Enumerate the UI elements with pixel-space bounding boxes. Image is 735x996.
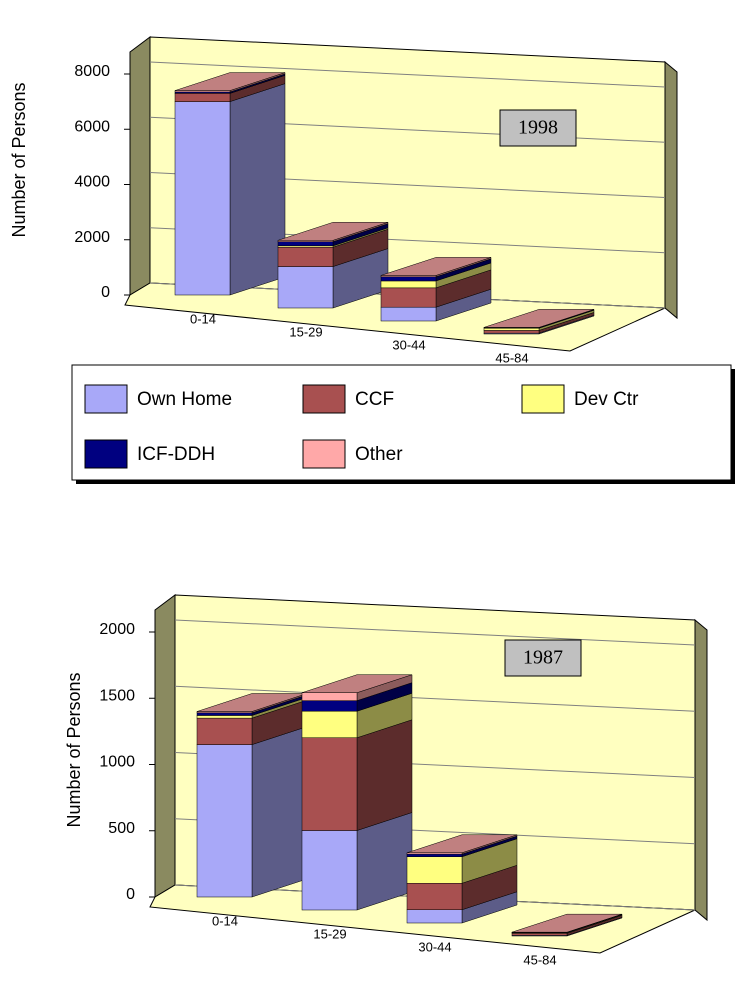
side-wall [129,36,151,296]
bar-top [406,834,518,854]
bar-front [301,737,358,831]
bar-segment [483,309,595,328]
side-wall [154,594,176,898]
legend [71,364,732,481]
legend-label: ICF-DDH [137,444,215,465]
bar-front [406,856,463,884]
bar-front [483,330,540,334]
right-wall [694,618,708,922]
bar-side [229,83,286,296]
y-tick-label: 1000 [99,754,135,771]
bar-segment [277,221,389,243]
bar-front [380,276,437,282]
legend-label: Other [355,444,403,465]
x-tick-label: 0-14 [190,311,216,326]
bar-segment [301,674,413,701]
bar-front [483,327,540,331]
bar-top [174,72,286,91]
bar-segment [406,864,518,911]
bar-segment [196,693,308,714]
bar-top [380,257,492,276]
bar-segment [406,834,518,855]
legend-label: CCF [355,389,394,410]
bar-front [174,93,231,102]
bar-front [380,306,437,322]
bar-segment [301,812,413,911]
y-tick-label: 0 [101,284,110,301]
y-tick-label: 2000 [74,229,110,246]
x-tick-label: 45-84 [495,350,528,365]
bar-segment [277,228,389,267]
bar-top [483,309,595,328]
legend-swatch [302,384,346,414]
bar-front [277,241,334,247]
legend-swatch [84,439,128,469]
bar-front [196,744,253,898]
grid-line [149,61,666,88]
y-axis-label: Number of Persons [9,82,29,237]
bar-segment [174,72,286,93]
bar-front [406,883,463,910]
legend-swatch [521,384,565,414]
y-tick-label: 2000 [99,621,135,638]
bar-front [511,933,568,936]
bar-top [301,674,413,693]
grid-line [174,685,696,712]
bar-side [356,719,413,831]
bar-segment [483,309,595,331]
bar-front [406,909,463,924]
bar-segment [174,83,286,296]
x-tick-label: 30-44 [418,939,451,954]
y-tick-label: 500 [108,820,135,837]
bar-front [406,853,463,857]
bar-segment [301,692,413,739]
y-tick-label: 8000 [74,63,110,80]
annotation-box [504,639,582,677]
y-axis-label: Number of Persons [64,672,84,827]
bar-front [196,712,253,716]
bar-segment [406,891,518,924]
y-tick-label: 0 [126,886,135,903]
y-tick-label: 1500 [99,687,135,704]
legend-label: Own Home [137,389,232,410]
x-tick-label: 45-84 [523,952,556,967]
bar-front [196,715,253,719]
bar-side [251,726,308,898]
bar-segment [380,288,492,322]
bar-front [380,287,437,308]
x-tick-label: 15-29 [289,324,322,339]
bar-segment [511,913,623,933]
grid-line [174,619,696,646]
bar-front [301,711,358,738]
x-tick-label: 15-29 [313,926,346,941]
bar-segment [380,257,492,278]
bar-front [277,266,334,309]
legend-label: Dev Ctr [574,389,639,410]
annotation-box [499,109,577,147]
bar-segment [301,719,413,831]
y-tick-label: 4000 [74,174,110,191]
bar-front [174,101,231,296]
legend-swatch [84,384,128,414]
bar-front [380,280,437,289]
x-tick-label: 0-14 [212,913,238,928]
bar-segment [380,269,492,308]
bar-front [196,717,253,745]
legend-swatch [302,439,346,469]
bar-segment [406,838,518,884]
right-wall [664,60,678,320]
bar-segment [196,726,308,898]
annotation: 1998 [518,117,558,139]
bar-front [301,830,358,911]
bar-front [301,692,358,701]
annotation: 1987 [523,647,563,669]
bar-front [301,700,358,712]
bar-top [277,222,389,241]
y-tick-label: 6000 [74,118,110,135]
bar-front [277,246,334,267]
bar-top [511,913,623,933]
x-tick-label: 30-44 [392,337,425,352]
